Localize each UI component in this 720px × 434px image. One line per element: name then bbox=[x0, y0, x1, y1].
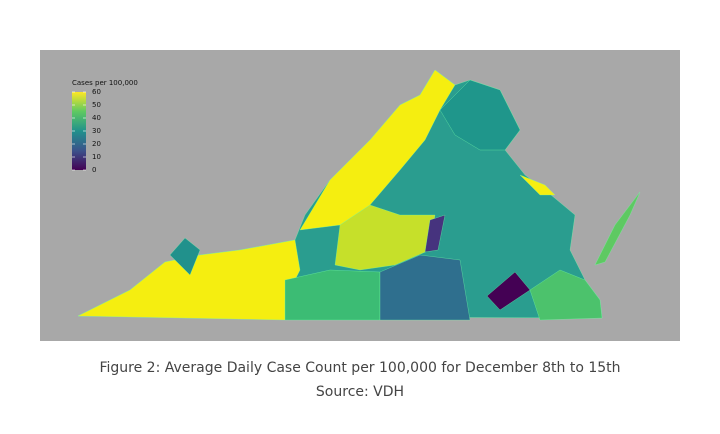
legend-colorbar bbox=[72, 92, 86, 170]
legend-tick-label: 0 bbox=[92, 166, 96, 174]
map bbox=[77, 69, 641, 321]
purple-spot bbox=[424, 214, 446, 253]
northern-region bbox=[439, 79, 521, 151]
legend-tick-label: 60 bbox=[92, 88, 101, 96]
far-west-spot bbox=[169, 237, 201, 276]
peninsula bbox=[519, 174, 556, 196]
legend-tick-label: 30 bbox=[92, 127, 101, 135]
eastern-shore bbox=[594, 191, 641, 266]
green-region bbox=[284, 269, 381, 321]
blue-region bbox=[379, 254, 471, 321]
southeast-region bbox=[529, 269, 603, 321]
legend-title: Cases per 100,000 bbox=[72, 79, 138, 87]
legend-tick-label: 20 bbox=[92, 140, 101, 148]
source: Source: VDH bbox=[316, 384, 404, 400]
legend-tick-label: 10 bbox=[92, 153, 101, 161]
legend-tick-label: 50 bbox=[92, 101, 101, 109]
legend-tick-label: 40 bbox=[92, 114, 101, 122]
caption: Figure 2: Average Daily Case Count per 1… bbox=[99, 360, 620, 376]
